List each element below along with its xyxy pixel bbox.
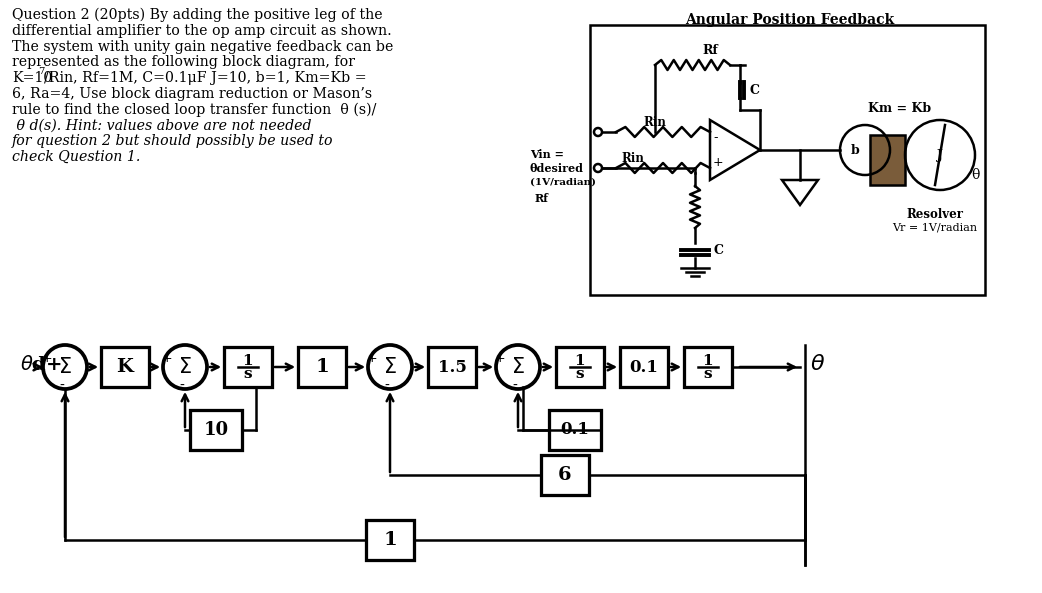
Text: -: - [513,379,518,393]
Text: rule to find the closed loop transfer function  θ (s)/: rule to find the closed loop transfer fu… [13,103,376,117]
Text: $\Sigma$: $\Sigma$ [512,357,525,377]
Text: 7: 7 [38,67,45,76]
Text: Rin: Rin [622,151,644,164]
Text: -: - [59,379,65,393]
Bar [870,135,905,185]
Text: 0.1: 0.1 [629,359,659,375]
Text: b: b [850,144,860,157]
Text: θdesired: θdesired [530,162,584,174]
Text: θ: θ [971,168,979,182]
Text: $\Sigma$: $\Sigma$ [383,357,397,377]
Text: 0.1: 0.1 [561,422,590,438]
Bar [298,347,346,387]
Text: $\Sigma$: $\Sigma$ [58,357,72,377]
Text: Km = Kb: Km = Kb [868,101,932,114]
Bar [684,347,731,387]
Text: 1: 1 [315,358,329,376]
Bar [620,347,668,387]
Text: Angular Position Feedback: Angular Position Feedback [686,13,895,27]
Text: check Question 1.: check Question 1. [13,150,141,164]
Text: K: K [117,358,133,376]
Bar [590,25,985,295]
Text: +: + [495,352,505,365]
Bar [556,347,604,387]
Text: s: s [703,367,713,381]
Text: K=10: K=10 [13,71,52,85]
Text: +: + [367,352,377,365]
Text: 1.5: 1.5 [438,359,467,375]
Text: 1: 1 [243,354,253,368]
Text: /Rin, Rf​=1M, C=0.1μF J=10, b=1, Km=Kb =: /Rin, Rf​=1M, C=0.1μF J=10, b=1, Km=Kb = [44,71,366,85]
Text: Vr = 1V/radian: Vr = 1V/radian [892,223,977,233]
Bar [101,347,149,387]
Text: θ d(s). Hint: values above are not needed: θ d(s). Hint: values above are not neede… [13,119,312,133]
Text: s: s [244,367,252,381]
Text: C: C [713,244,723,257]
Text: s: s [575,367,585,381]
Text: 1: 1 [383,531,397,549]
Text: for question 2 but should possibly be used to: for question 2 but should possibly be us… [13,135,333,148]
Text: 6, Ra=4, Use block diagram reduction or Mason’s: 6, Ra=4, Use block diagram reduction or … [13,87,372,101]
Bar [541,455,589,495]
Text: -: - [713,132,718,145]
Text: 1: 1 [575,354,586,368]
Text: Resolver: Resolver [907,209,964,222]
Text: (1V/radian): (1V/radian) [530,177,596,187]
Text: 1: 1 [702,354,714,368]
Text: Vin =: Vin = [530,149,564,161]
Text: +: + [162,352,172,365]
Bar [549,410,601,450]
Text: $\theta$: $\theta$ [810,353,825,375]
Text: The system with unity gain negative feedback can be: The system with unity gain negative feed… [13,40,394,53]
Text: 6: 6 [559,466,572,484]
Text: +: + [713,155,723,168]
Text: +: + [42,352,52,365]
Text: $\theta$d+: $\theta$d+ [20,355,61,375]
Bar [190,410,242,450]
Text: differential amplifier to the op amp circuit as shown.: differential amplifier to the op amp cir… [13,24,392,38]
Text: -: - [179,379,184,393]
Text: Rin: Rin [644,116,667,129]
Text: -: - [384,379,390,393]
Text: J: J [937,148,943,161]
Bar [224,347,272,387]
Text: Question 2 (20pts) By adding the positive leg of the: Question 2 (20pts) By adding the positiv… [13,8,382,23]
Bar [428,347,476,387]
Text: Rf: Rf [535,193,549,203]
Text: $\Sigma$: $\Sigma$ [178,357,192,377]
Text: C: C [750,84,760,97]
Bar [366,520,414,560]
Text: represented as the following block diagram, for: represented as the following block diagr… [13,55,355,69]
Text: 10: 10 [203,421,228,439]
Text: Rf: Rf [702,43,718,56]
